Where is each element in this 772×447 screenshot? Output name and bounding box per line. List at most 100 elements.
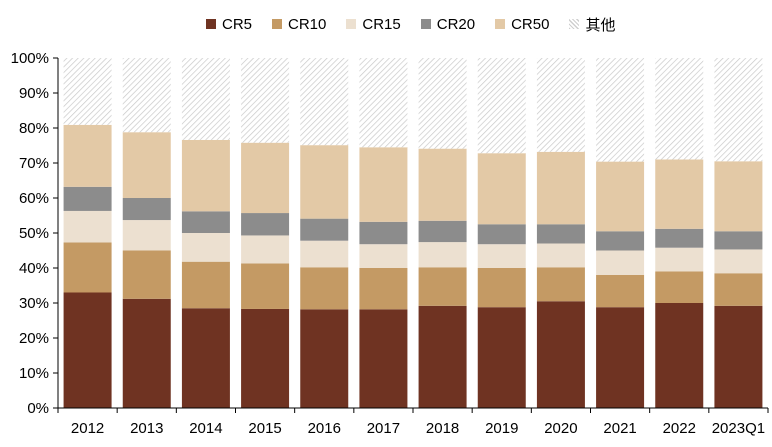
bar-segment-cr50-2019	[477, 153, 526, 225]
bar-segment-cr10-2020	[536, 267, 585, 302]
bar-segment-cr10-2014	[181, 261, 230, 309]
bar-segment-cr15-2012	[63, 210, 112, 243]
y-tick-label: 30%	[19, 295, 49, 312]
bar-segment-cr5-2015	[241, 308, 290, 408]
bar-segment-cr50-2018	[418, 148, 467, 221]
chart-legend: CR5 CR10 CR15 CR20 CR50 其他	[206, 14, 635, 34]
x-tick-label: 2023Q1	[712, 420, 765, 437]
legend-label: CR20	[436, 15, 476, 33]
x-tick-label: 2020	[544, 420, 577, 437]
bar-segment-cr5-2012	[63, 292, 112, 408]
bar-segment-cr10-2018	[418, 267, 467, 306]
x-tick-label: 2019	[485, 420, 518, 437]
x-tick-label: 2022	[663, 420, 696, 437]
bar-segment-cr50-2014	[181, 139, 230, 212]
bar-segment-cr20-2013	[122, 198, 171, 221]
bar-segment-other-2023q1	[714, 58, 763, 162]
bar-segment-cr5-2021	[596, 307, 645, 408]
bar-segment-cr10-2017	[359, 268, 408, 310]
axes-group: 0% 10% 20% 30% 40% 50% 60% 70% 80% 90% 100% 2012 201…	[11, 50, 769, 437]
bar-segment-cr15-2019	[477, 244, 526, 268]
y-tick-label: 100%	[11, 50, 49, 67]
bar-segment-cr10-2016	[300, 267, 349, 310]
legend-swatch	[495, 19, 506, 29]
bar-segment-cr5-2018	[418, 305, 467, 408]
bar-segment-cr10-2022	[655, 271, 704, 303]
y-tick-label: 20%	[19, 330, 49, 347]
bar-segment-other-2021	[596, 58, 645, 162]
bar-segment-cr10-2013	[122, 250, 171, 299]
bar-segment-cr10-2019	[477, 268, 526, 308]
x-tick-label: 2017	[367, 420, 400, 437]
bar-segment-other-2014	[181, 58, 230, 140]
bar-segment-cr5-2016	[300, 309, 349, 408]
y-tick-label: 60%	[19, 190, 49, 207]
legend-swatch	[272, 19, 283, 29]
legend-item-2: CR15	[346, 15, 401, 33]
bar-segment-cr15-2016	[300, 240, 349, 268]
x-tick-label: 2021	[603, 420, 636, 437]
y-tick-label: 70%	[19, 155, 49, 172]
bar-segment-cr20-2015	[241, 213, 290, 236]
legend-label: 其他	[585, 16, 616, 34]
x-tick-label: 2012	[71, 420, 104, 437]
bar-segment-cr15-2014	[181, 233, 230, 262]
bar-segment-other-2012	[63, 58, 112, 125]
bar-segment-cr5-2019	[477, 307, 526, 408]
bar-segment-other-2019	[477, 58, 526, 154]
x-tick-label: 2015	[248, 420, 281, 437]
legend-item-4: CR50	[495, 16, 549, 33]
legend-label: CR5	[222, 15, 253, 33]
legend-label: CR10	[288, 15, 327, 33]
y-tick-label: 10%	[19, 365, 49, 382]
legend-swatch	[420, 19, 431, 29]
y-tick-label: 90%	[19, 85, 49, 102]
bar-segment-cr15-2015	[241, 235, 290, 264]
y-tick-label: 50%	[19, 225, 49, 242]
bar-segment-cr20-2017	[359, 221, 408, 245]
legend-label: CR15	[362, 15, 401, 33]
x-tick-label: 2013	[130, 420, 163, 437]
legend-swatch	[206, 19, 216, 29]
legend-label: CR50	[511, 15, 550, 33]
bar-segment-cr5-2020	[536, 301, 585, 408]
bar-segment-cr50-2022	[655, 159, 704, 229]
bar-segment-cr10-2021	[596, 275, 645, 308]
bar-segment-cr15-2022	[655, 247, 704, 272]
y-tick-label: 40%	[19, 260, 49, 277]
y-tick-label: 0%	[27, 400, 49, 417]
legend-item-5: 其他	[569, 14, 615, 35]
bar-segment-other-2015	[241, 58, 290, 143]
legend-swatch	[346, 19, 357, 29]
bar-segment-cr20-2022	[655, 228, 704, 248]
bar-segment-cr50-2016	[300, 145, 349, 219]
bar-segment-cr50-2015	[241, 142, 290, 214]
bar-segment-cr10-2023q1	[714, 273, 763, 306]
bar-segment-cr50-2020	[536, 151, 585, 225]
bar-segment-cr15-2023q1	[714, 249, 763, 274]
bar-segment-other-2022	[655, 58, 704, 160]
bar-segment-cr20-2020	[536, 224, 585, 244]
bar-segment-cr50-2012	[63, 124, 112, 187]
bar-segment-cr5-2023q1	[714, 305, 763, 408]
bar-segment-cr50-2023q1	[714, 161, 763, 232]
bar-segment-other-2018	[418, 58, 467, 149]
bar-segment-other-2016	[300, 58, 349, 146]
bar-segment-cr20-2018	[418, 220, 467, 243]
legend-item-3: CR20	[420, 15, 476, 33]
bar-segment-cr5-2022	[655, 303, 704, 408]
bar-segment-cr20-2012	[63, 186, 112, 211]
bar-segment-cr20-2016	[300, 218, 349, 241]
bar-segment-cr50-2017	[359, 147, 408, 222]
bar-segment-cr10-2012	[63, 242, 112, 293]
y-tick-label: 80%	[19, 120, 49, 137]
bar-segment-cr5-2013	[122, 298, 171, 408]
legend-item-1: CR10	[272, 16, 326, 33]
bar-segment-cr10-2015	[241, 263, 290, 309]
bar-segment-cr20-2023q1	[714, 231, 763, 250]
bar-segment-cr15-2017	[359, 244, 408, 268]
x-tick-label: 2018	[426, 420, 459, 437]
bar-segment-cr15-2021	[596, 250, 645, 275]
bar-segment-cr15-2013	[122, 220, 171, 251]
